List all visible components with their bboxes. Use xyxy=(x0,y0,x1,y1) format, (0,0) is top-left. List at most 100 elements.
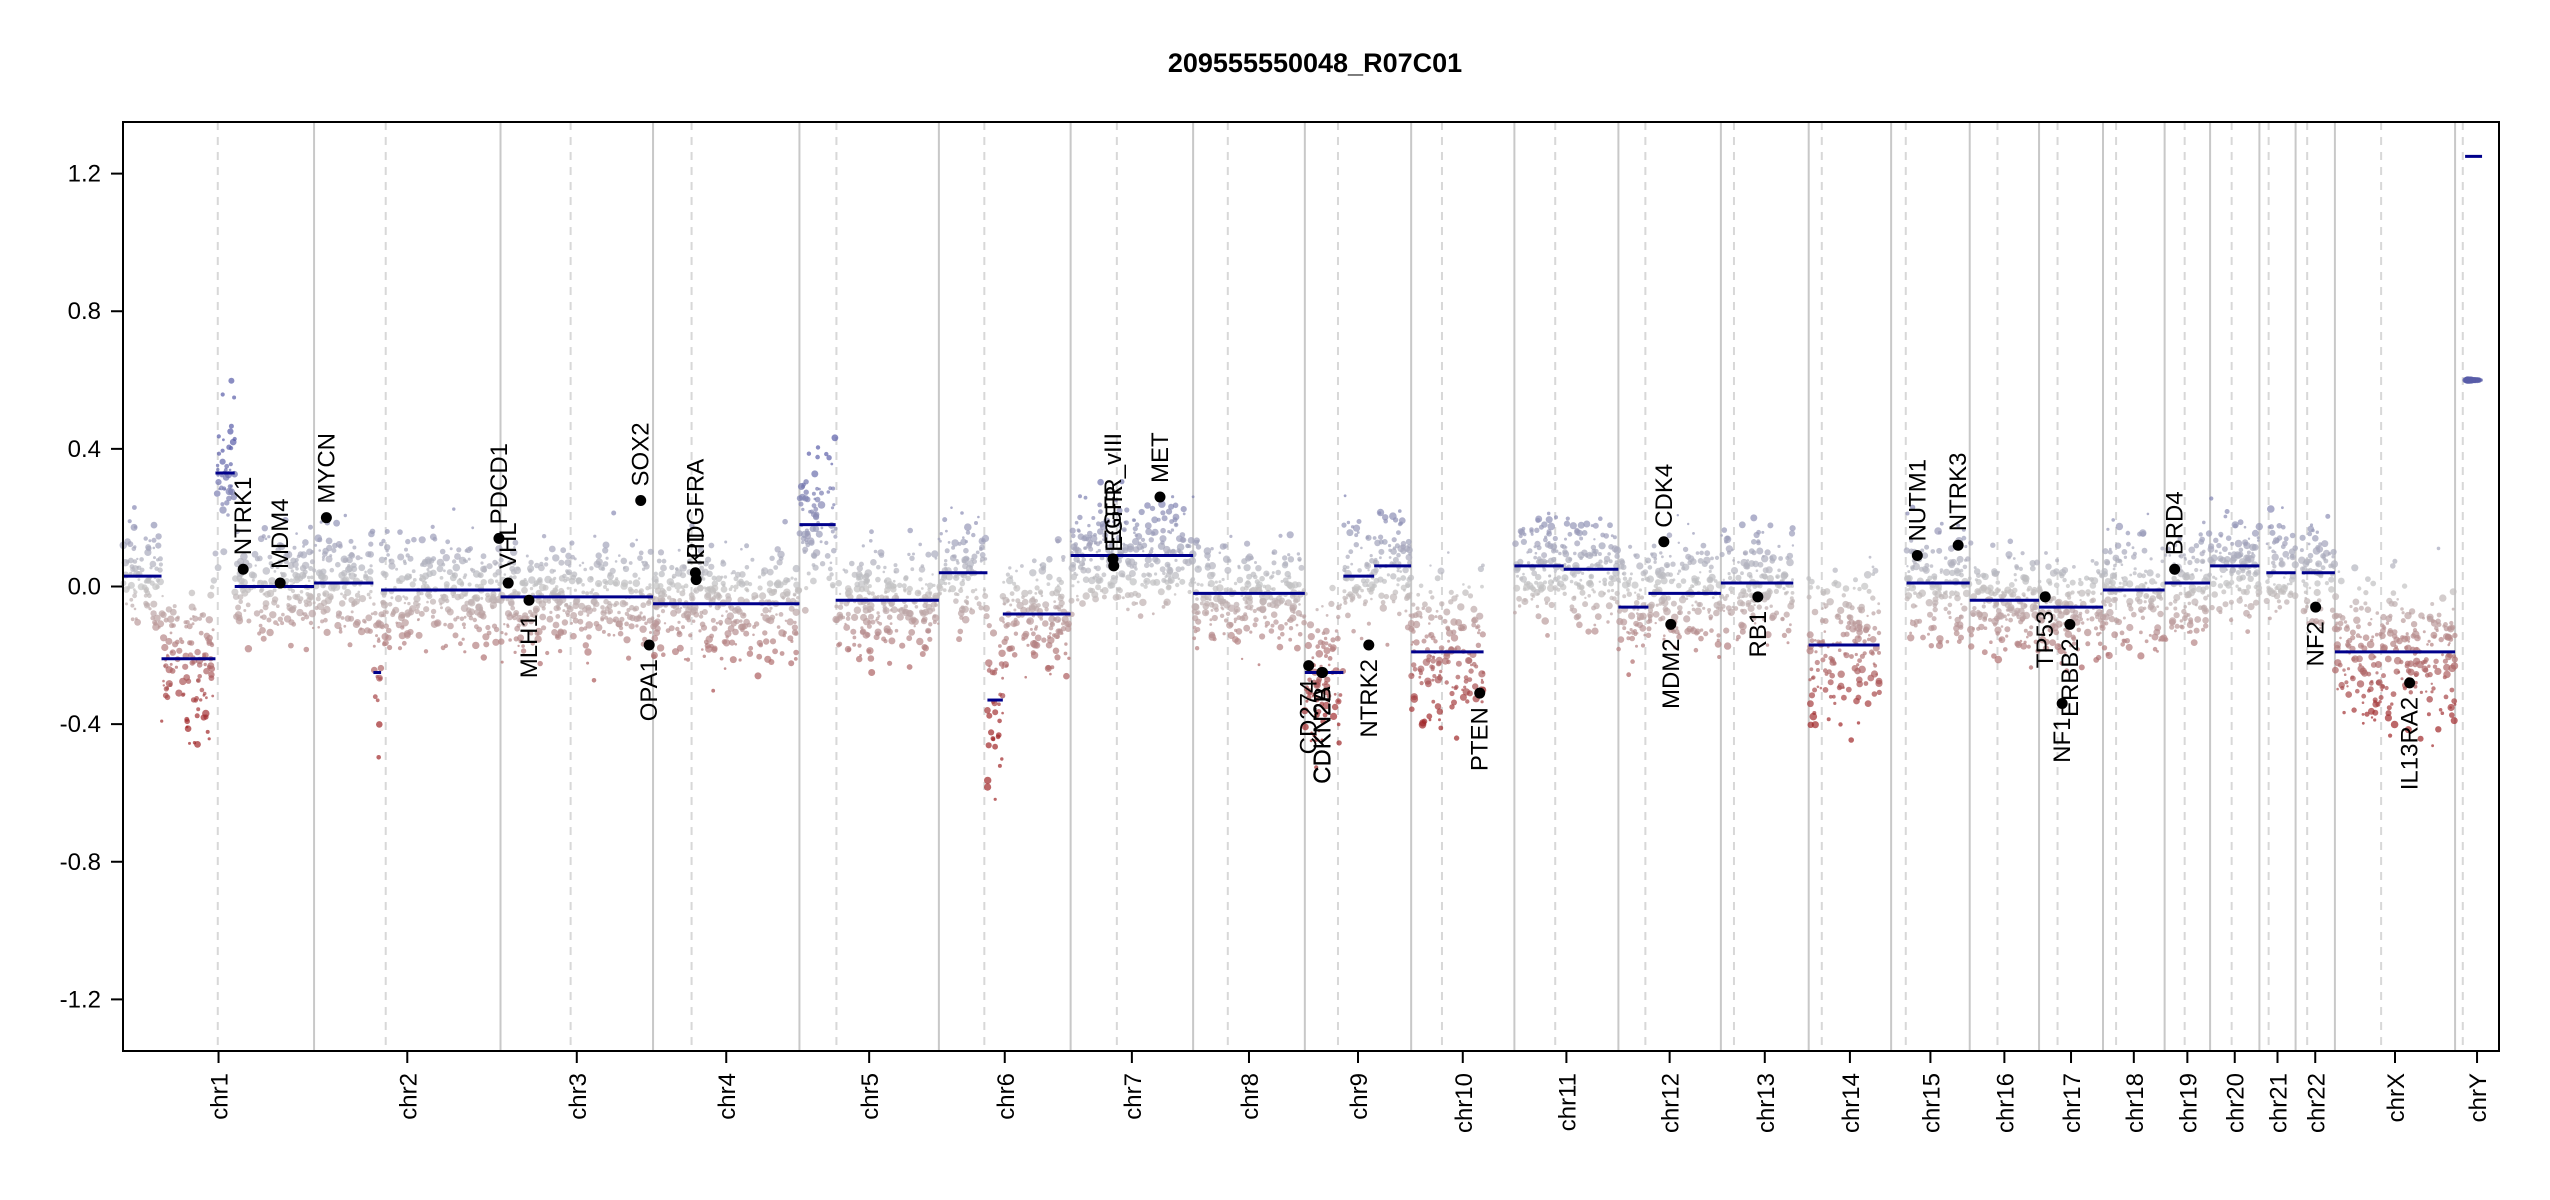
probe-point xyxy=(534,562,540,569)
probe-point xyxy=(1125,560,1131,566)
probe-point xyxy=(205,616,213,624)
probe-point xyxy=(2274,609,2278,613)
probe-point xyxy=(184,716,190,722)
probe-point xyxy=(262,604,269,611)
probe-point xyxy=(869,529,874,535)
probe-point xyxy=(1224,566,1232,574)
probe-point xyxy=(1677,605,1683,611)
probe-point xyxy=(1761,530,1765,534)
probe-point xyxy=(2023,628,2028,633)
probe-point xyxy=(1362,602,1367,607)
probe-point xyxy=(1328,643,1332,648)
probe-point xyxy=(875,619,878,622)
probe-point xyxy=(1101,572,1107,578)
probe-point xyxy=(1356,519,1362,524)
probe-point xyxy=(729,639,736,646)
probe-point xyxy=(2276,599,2281,604)
probe-point xyxy=(1087,530,1093,537)
probe-point xyxy=(2032,604,2039,611)
probe-point xyxy=(605,588,610,592)
probe-point xyxy=(372,602,376,606)
probe-point xyxy=(1438,718,1441,722)
probe-point xyxy=(1936,547,1943,554)
probe-point xyxy=(1411,627,1415,631)
probe-point xyxy=(1663,607,1671,616)
probe-point xyxy=(1428,614,1435,621)
probe-point xyxy=(1129,564,1135,569)
probe-point xyxy=(534,582,539,587)
probe-point xyxy=(1421,606,1426,610)
probe-point xyxy=(1877,650,1881,655)
probe-point xyxy=(701,648,704,651)
probe-point xyxy=(2104,621,2109,626)
probe-point xyxy=(1542,560,1547,564)
probe-point xyxy=(1516,595,1522,602)
probe-point xyxy=(1783,572,1789,578)
probe-point xyxy=(970,589,976,594)
probe-point xyxy=(1219,613,1225,618)
probe-point xyxy=(680,585,686,590)
probe-point xyxy=(2156,593,2162,599)
probe-point xyxy=(2271,553,2279,561)
probe-point xyxy=(705,635,713,643)
probe-point xyxy=(864,578,870,584)
probe-point xyxy=(1738,521,1746,529)
probe-point xyxy=(1573,581,1579,586)
probe-point xyxy=(1434,575,1441,582)
probe-point xyxy=(2267,525,2272,529)
probe-point xyxy=(683,658,687,661)
probe-point xyxy=(1978,586,1987,594)
probe-point xyxy=(845,594,849,598)
probe-point xyxy=(966,557,970,561)
probe-point xyxy=(2216,542,2222,549)
probe-point xyxy=(1647,611,1654,618)
probe-point xyxy=(1005,664,1009,668)
probe-point xyxy=(962,563,969,570)
probe-point xyxy=(1229,534,1233,539)
probe-point xyxy=(292,545,297,550)
probe-point xyxy=(651,596,660,604)
probe-point xyxy=(786,618,794,626)
probe-point xyxy=(1924,544,1930,550)
probe-point xyxy=(1526,582,1534,590)
probe-point xyxy=(1369,587,1374,592)
probe-point xyxy=(1866,614,1869,618)
probe-point xyxy=(2111,597,2118,604)
probe-point xyxy=(152,583,160,591)
probe-point xyxy=(2143,593,2150,599)
probe-point xyxy=(1098,509,1103,514)
probe-point xyxy=(169,631,173,635)
probe-point xyxy=(1275,569,1281,576)
probe-point xyxy=(1399,570,1402,573)
probe-point xyxy=(1927,632,1930,636)
probe-point xyxy=(1327,663,1331,667)
probe-point xyxy=(1218,580,1222,584)
probe-point xyxy=(2171,575,2177,582)
probe-point xyxy=(1434,615,1438,619)
probe-point xyxy=(1245,604,1252,610)
probe-point xyxy=(2174,629,2177,633)
probe-point xyxy=(188,640,195,646)
probe-point xyxy=(1972,606,1977,611)
probe-point xyxy=(1523,598,1527,602)
probe-point xyxy=(754,672,762,680)
probe-point xyxy=(2123,555,2128,559)
probe-point xyxy=(1438,645,1445,651)
probe-point xyxy=(705,645,713,653)
probe-point xyxy=(614,560,618,563)
probe-point xyxy=(2244,604,2248,607)
probe-point xyxy=(663,622,667,625)
probe-point xyxy=(495,561,499,565)
probe-point xyxy=(1410,613,1416,619)
probe-point xyxy=(1243,624,1251,632)
probe-point xyxy=(653,623,658,628)
probe-point xyxy=(1392,517,1399,523)
probe-point xyxy=(2163,637,2169,642)
probe-point xyxy=(2173,606,2178,611)
probe-point xyxy=(1345,554,1350,559)
probe-point xyxy=(360,557,363,560)
probe-point xyxy=(2203,623,2209,629)
probe-point xyxy=(1133,531,1136,534)
probe-point xyxy=(1327,656,1333,661)
probe-point xyxy=(1056,576,1062,583)
